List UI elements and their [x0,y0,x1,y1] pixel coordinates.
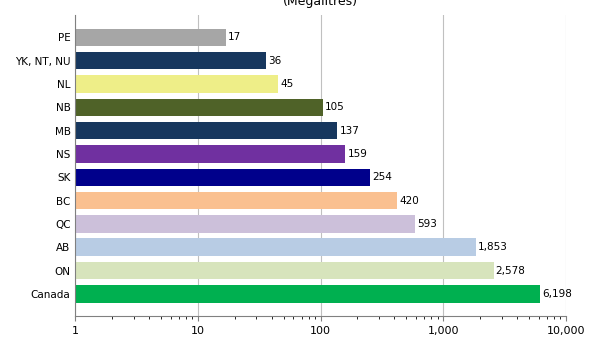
Bar [0,52,266,69]
Bar [0,145,345,163]
Text: (Megalitres): (Megalitres) [283,0,358,8]
Bar [0,192,397,209]
Bar [0,99,323,116]
Text: 2,578: 2,578 [496,266,526,276]
Text: 105: 105 [325,102,345,112]
Bar [0,168,370,186]
Text: 420: 420 [399,196,419,206]
Text: 45: 45 [280,79,293,89]
Text: 137: 137 [340,126,359,136]
Text: 593: 593 [418,219,437,229]
Text: 159: 159 [347,149,367,159]
Title: Propane Demand by Province, 2010
(Megalitres): Propane Demand by Province, 2010 (Megali… [0,350,1,351]
Bar [0,122,337,139]
Text: 36: 36 [268,56,281,66]
Text: 6,198: 6,198 [542,289,572,299]
Bar [0,215,415,233]
Bar [0,285,540,303]
Bar [0,262,494,279]
Bar [0,238,476,256]
Text: 17: 17 [228,32,242,42]
Text: 1,853: 1,853 [478,242,508,252]
Bar [0,29,226,46]
Text: 254: 254 [372,172,392,182]
Bar [0,75,278,93]
